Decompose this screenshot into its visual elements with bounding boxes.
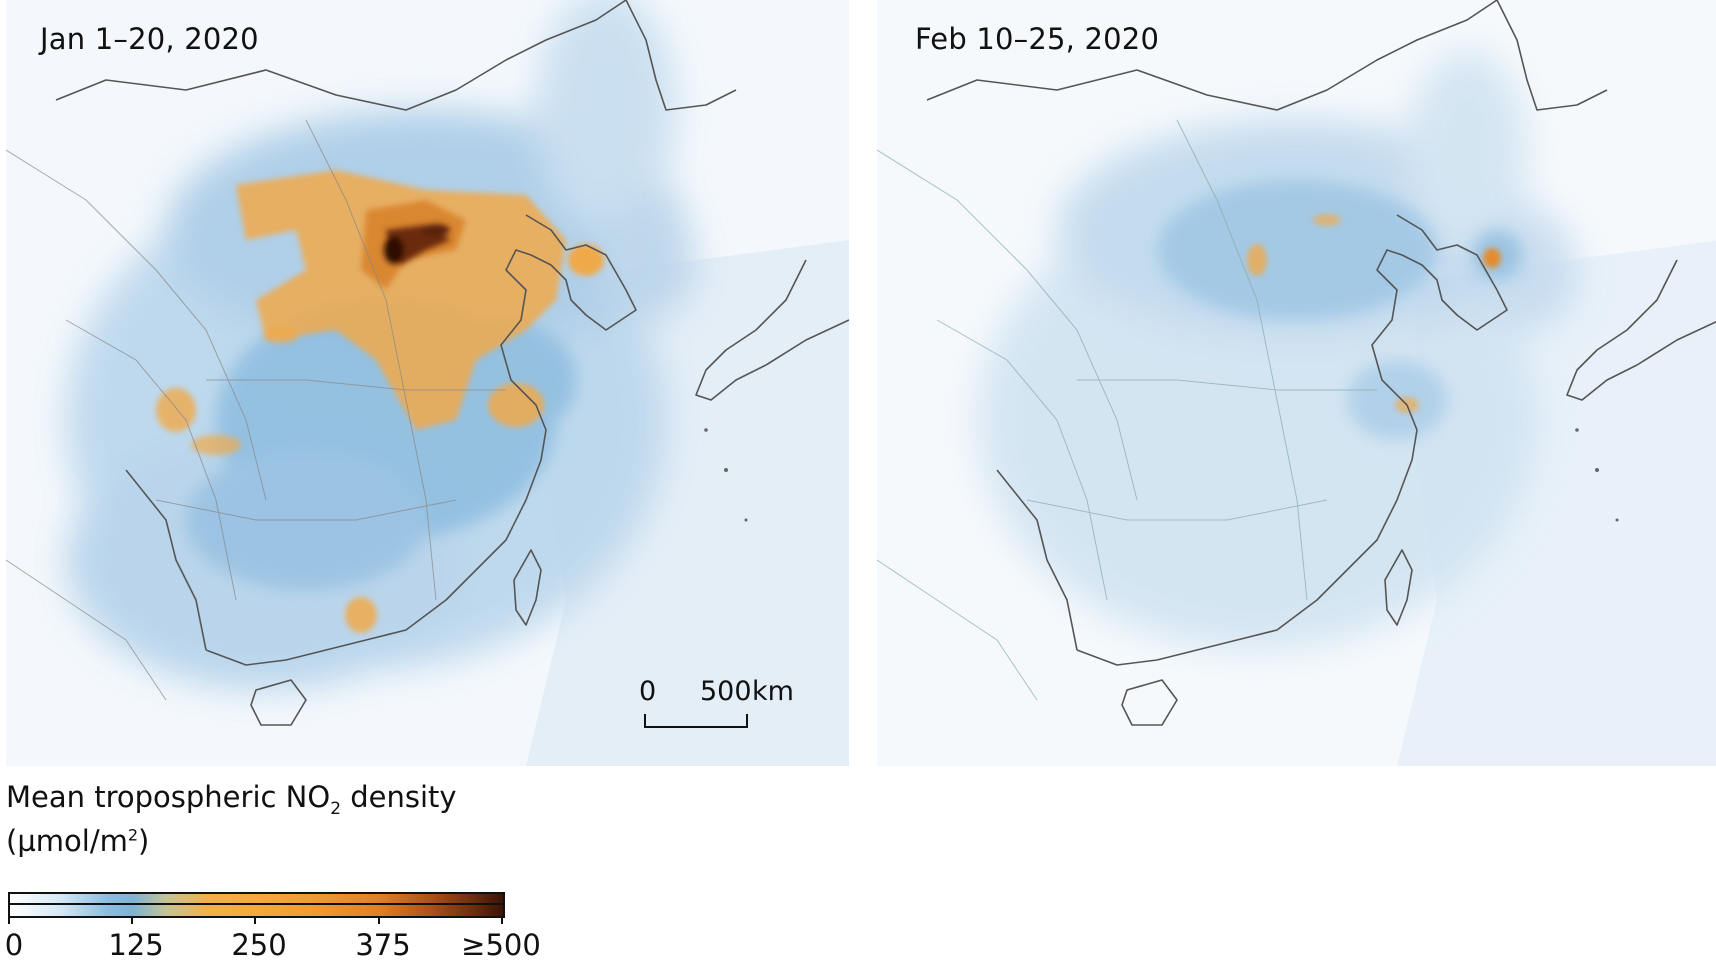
- map-panel-jan: Jan 1–20, 2020 0 500 km: [6, 0, 849, 766]
- legend-unit-suffix: ): [138, 824, 150, 858]
- map-terrain-jan: [6, 0, 849, 766]
- legend-tick-label: 375: [355, 928, 411, 962]
- scale-bar-line: [644, 714, 748, 728]
- legend-tick-label: 0: [4, 928, 24, 962]
- map-panel-feb: Feb 10–25, 2020: [877, 0, 1716, 766]
- panel-title-feb: Feb 10–25, 2020: [915, 22, 1160, 56]
- legend-unit-prefix: (µmol/m: [6, 824, 128, 858]
- legend-tick: [378, 916, 380, 924]
- map-terrain-feb: [877, 0, 1716, 766]
- legend-tick-label: 250: [231, 928, 287, 962]
- legend-title-suffix: density: [341, 780, 457, 814]
- panel-title-jan: Jan 1–20, 2020: [40, 22, 259, 56]
- legend-colorbar: [8, 892, 505, 918]
- legend: Mean tropospheric NO2 density (µmol/m2) …: [4, 780, 566, 970]
- legend-unit: (µmol/m2): [6, 824, 149, 858]
- legend-tick-label: ≥500: [461, 928, 541, 962]
- legend-tick: [8, 916, 10, 924]
- legend-tick: [254, 916, 256, 924]
- legend-title-subscript: 2: [330, 798, 342, 819]
- scale-bar-zero: 0: [639, 676, 657, 707]
- legend-tick: [501, 916, 503, 924]
- scale-bar: 0 500 km: [636, 676, 794, 736]
- legend-title-prefix: Mean tropospheric NO: [6, 780, 331, 814]
- legend-tick: [131, 916, 133, 924]
- scale-bar-value: 500: [700, 676, 752, 707]
- legend-title: Mean tropospheric NO2 density: [6, 780, 457, 819]
- legend-tick-label: 125: [108, 928, 164, 962]
- scale-bar-unit: km: [752, 676, 794, 707]
- legend-unit-superscript: 2: [127, 825, 139, 845]
